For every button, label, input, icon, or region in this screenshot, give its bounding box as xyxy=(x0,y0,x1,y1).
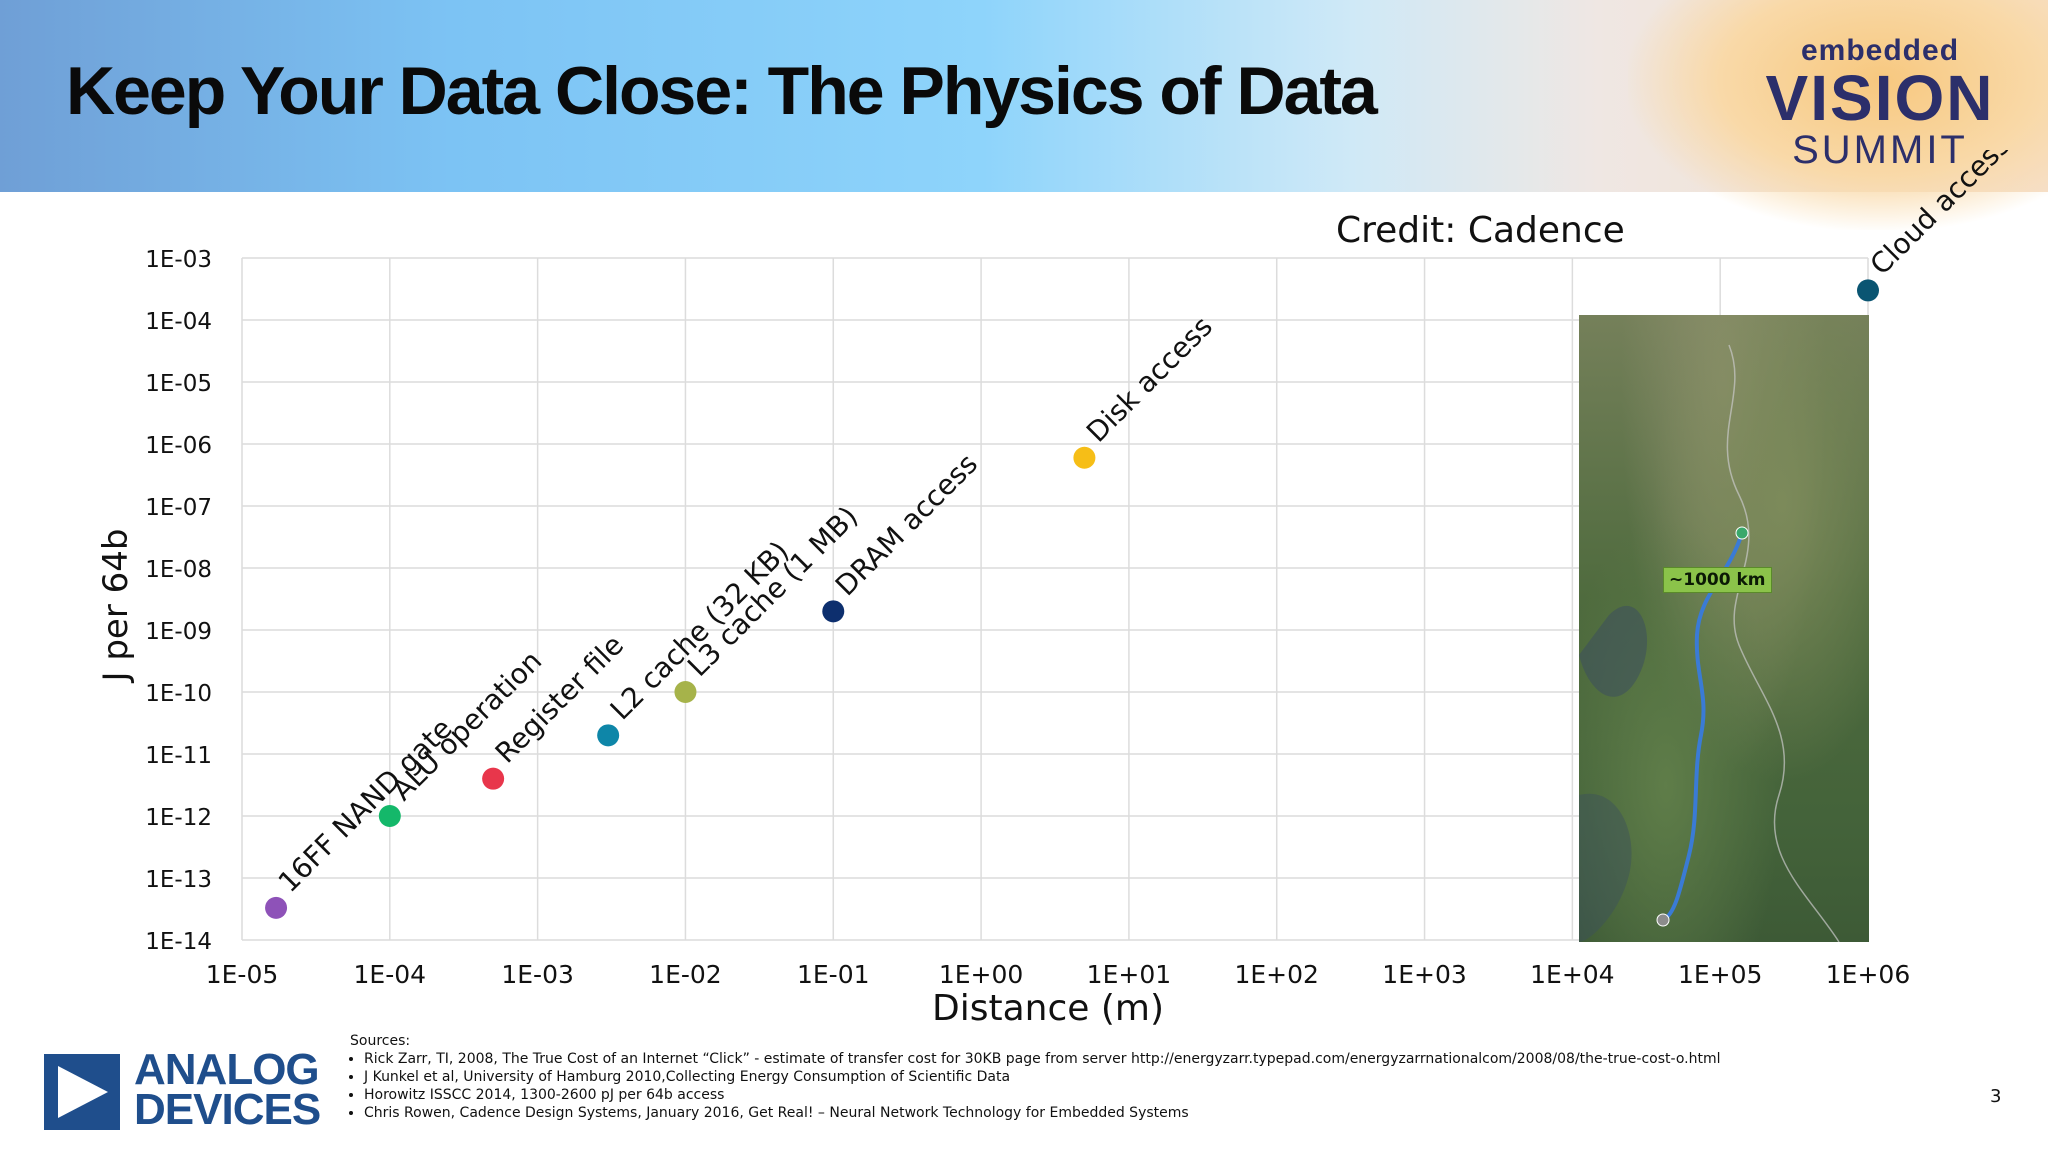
data-point-label: Cloud access xyxy=(1864,150,2017,281)
data-point xyxy=(822,600,845,623)
y-tick-label: 1E-13 xyxy=(145,867,212,893)
x-tick-label: 1E+01 xyxy=(1087,960,1171,989)
x-tick-label: 1E+03 xyxy=(1382,960,1466,989)
x-tick-label: 1E-04 xyxy=(354,960,427,989)
x-tick-labels: 1E-05 1E-04 1E-03 1E-02 1E-01 1E+00 1E+01 1E+02… xyxy=(206,960,1911,989)
y-tick-label: 1E-10 xyxy=(145,681,212,707)
x-tick-label: 1E-05 xyxy=(206,960,279,989)
logo-line-3: SUMMIT xyxy=(1792,128,1968,172)
sources-heading: Sources: xyxy=(350,1033,411,1049)
wordmark-line-2: DEVICES xyxy=(134,1085,321,1134)
distance-label: ~1000 km xyxy=(1663,567,1772,593)
finland-map-image: ~1000 km xyxy=(1579,315,1869,942)
data-point xyxy=(265,896,288,919)
embedded-vision-summit-logo: embedded VISION SUMMIT xyxy=(1755,34,2005,172)
analog-devices-wordmark: ANALOG DEVICES xyxy=(134,1045,321,1134)
x-tick-label: 1E-01 xyxy=(797,960,870,989)
source-item: Rick Zarr, TI, 2008, The True Cost of an… xyxy=(364,1050,1720,1068)
source-item: Chris Rowen, Cadence Design Systems, Jan… xyxy=(364,1104,1720,1122)
data-point xyxy=(1073,446,1096,469)
y-tick-label: 1E-06 xyxy=(145,433,212,459)
x-tick-label: 1E+00 xyxy=(939,960,1023,989)
y-tick-label: 1E-03 xyxy=(145,247,212,273)
data-point xyxy=(378,805,401,827)
y-tick-label: 1E-05 xyxy=(145,371,212,397)
y-tick-label: 1E-08 xyxy=(145,557,212,583)
x-axis-label: Distance (m) xyxy=(932,988,1164,1029)
x-tick-label: 1E-02 xyxy=(649,960,722,989)
wordmark-line-1: ANALOG xyxy=(134,1045,320,1094)
x-tick-label: 1E+06 xyxy=(1826,960,1910,989)
x-tick-label: 1E+05 xyxy=(1678,960,1762,989)
source-item: J Kunkel et al, University of Hamburg 20… xyxy=(364,1068,1720,1086)
data-point xyxy=(597,724,620,747)
banner-glow xyxy=(1628,0,2048,230)
analog-devices-logo-mark xyxy=(44,1054,120,1130)
x-tick-label: 1E+04 xyxy=(1530,960,1614,989)
y-tick-label: 1E-09 xyxy=(145,619,212,645)
source-item: Horowitz ISSCC 2014, 1300-2600 pJ per 64… xyxy=(364,1086,1720,1104)
y-tick-label: 1E-11 xyxy=(145,743,212,769)
y-tick-labels: 1E-03 1E-04 1E-05 1E-06 1E-07 1E-08 1E-09 1E-10… xyxy=(145,247,212,955)
y-tick-label: 1E-14 xyxy=(145,929,212,955)
x-tick-label: 1E+02 xyxy=(1234,960,1318,989)
map-overlay xyxy=(1579,344,1840,942)
y-tick-label: 1E-12 xyxy=(145,805,212,831)
data-point xyxy=(674,681,697,703)
page-number: 3 xyxy=(1990,1086,2002,1107)
slide-title: Keep Your Data Close: The Physics of Dat… xyxy=(66,53,1378,129)
logo-line-1: embedded xyxy=(1800,34,1960,67)
logo-line-2: VISION xyxy=(1765,62,1995,134)
data-point xyxy=(1857,279,1879,302)
analog-devices-logo: ANALOG DEVICES xyxy=(44,1045,324,1134)
y-tick-label: 1E-04 xyxy=(145,309,212,335)
x-tick-label: 1E-03 xyxy=(501,960,574,989)
chart-credit: Credit: Cadence xyxy=(1336,210,1625,251)
data-point-label: L3 cache (1 MB) xyxy=(681,500,864,683)
data-point xyxy=(482,767,505,790)
y-tick-label: 1E-07 xyxy=(145,495,212,521)
energy-distance-chart: 1E-05 1E-04 1E-03 1E-02 1E-01 1E+00 1E+01 1E+02… xyxy=(96,150,2017,1029)
data-point-label: Disk access xyxy=(1080,310,1219,449)
sources-block: Sources: Rick Zarr, TI, 2008, The True C… xyxy=(350,1032,1720,1122)
y-axis-label: J per 64b xyxy=(96,529,136,684)
